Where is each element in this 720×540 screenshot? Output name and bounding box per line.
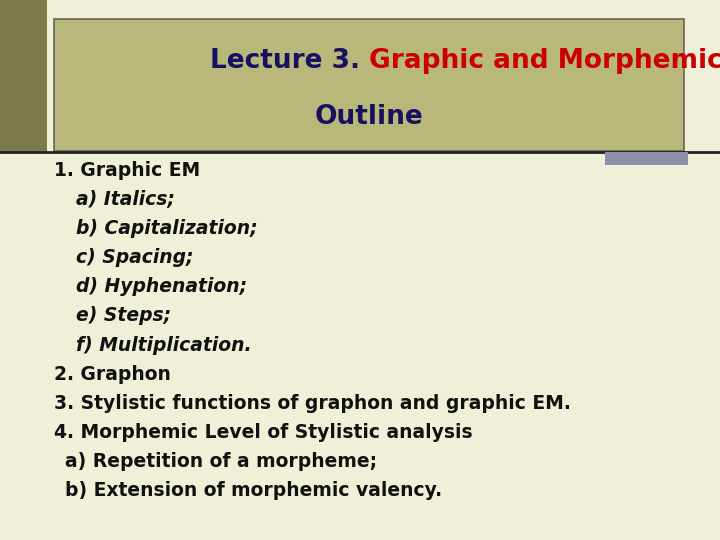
Text: 3. Stylistic functions of graphon and graphic EM.: 3. Stylistic functions of graphon and gr… (54, 394, 571, 413)
Text: Outline: Outline (315, 104, 423, 130)
FancyBboxPatch shape (54, 19, 684, 151)
FancyBboxPatch shape (0, 0, 47, 152)
Text: 1. Graphic EM: 1. Graphic EM (54, 160, 200, 180)
Text: f) Multiplication.: f) Multiplication. (76, 335, 251, 355)
Text: d) Hyphenation;: d) Hyphenation; (76, 277, 247, 296)
Text: 4. Morphemic Level of Stylistic analysis: 4. Morphemic Level of Stylistic analysis (54, 423, 472, 442)
Text: a) Repetition of a morpheme;: a) Repetition of a morpheme; (65, 452, 377, 471)
FancyBboxPatch shape (605, 152, 688, 165)
Text: Lecture 3.: Lecture 3. (210, 48, 369, 74)
Text: e) Steps;: e) Steps; (76, 306, 171, 326)
Text: Graphic and Morphemic EM: Graphic and Morphemic EM (369, 48, 720, 74)
Text: b) Extension of morphemic valency.: b) Extension of morphemic valency. (65, 481, 442, 501)
Text: c) Spacing;: c) Spacing; (76, 248, 193, 267)
Text: a) Italics;: a) Italics; (76, 190, 174, 209)
Text: 2. Graphon: 2. Graphon (54, 364, 171, 384)
Text: b) Capitalization;: b) Capitalization; (76, 219, 257, 238)
